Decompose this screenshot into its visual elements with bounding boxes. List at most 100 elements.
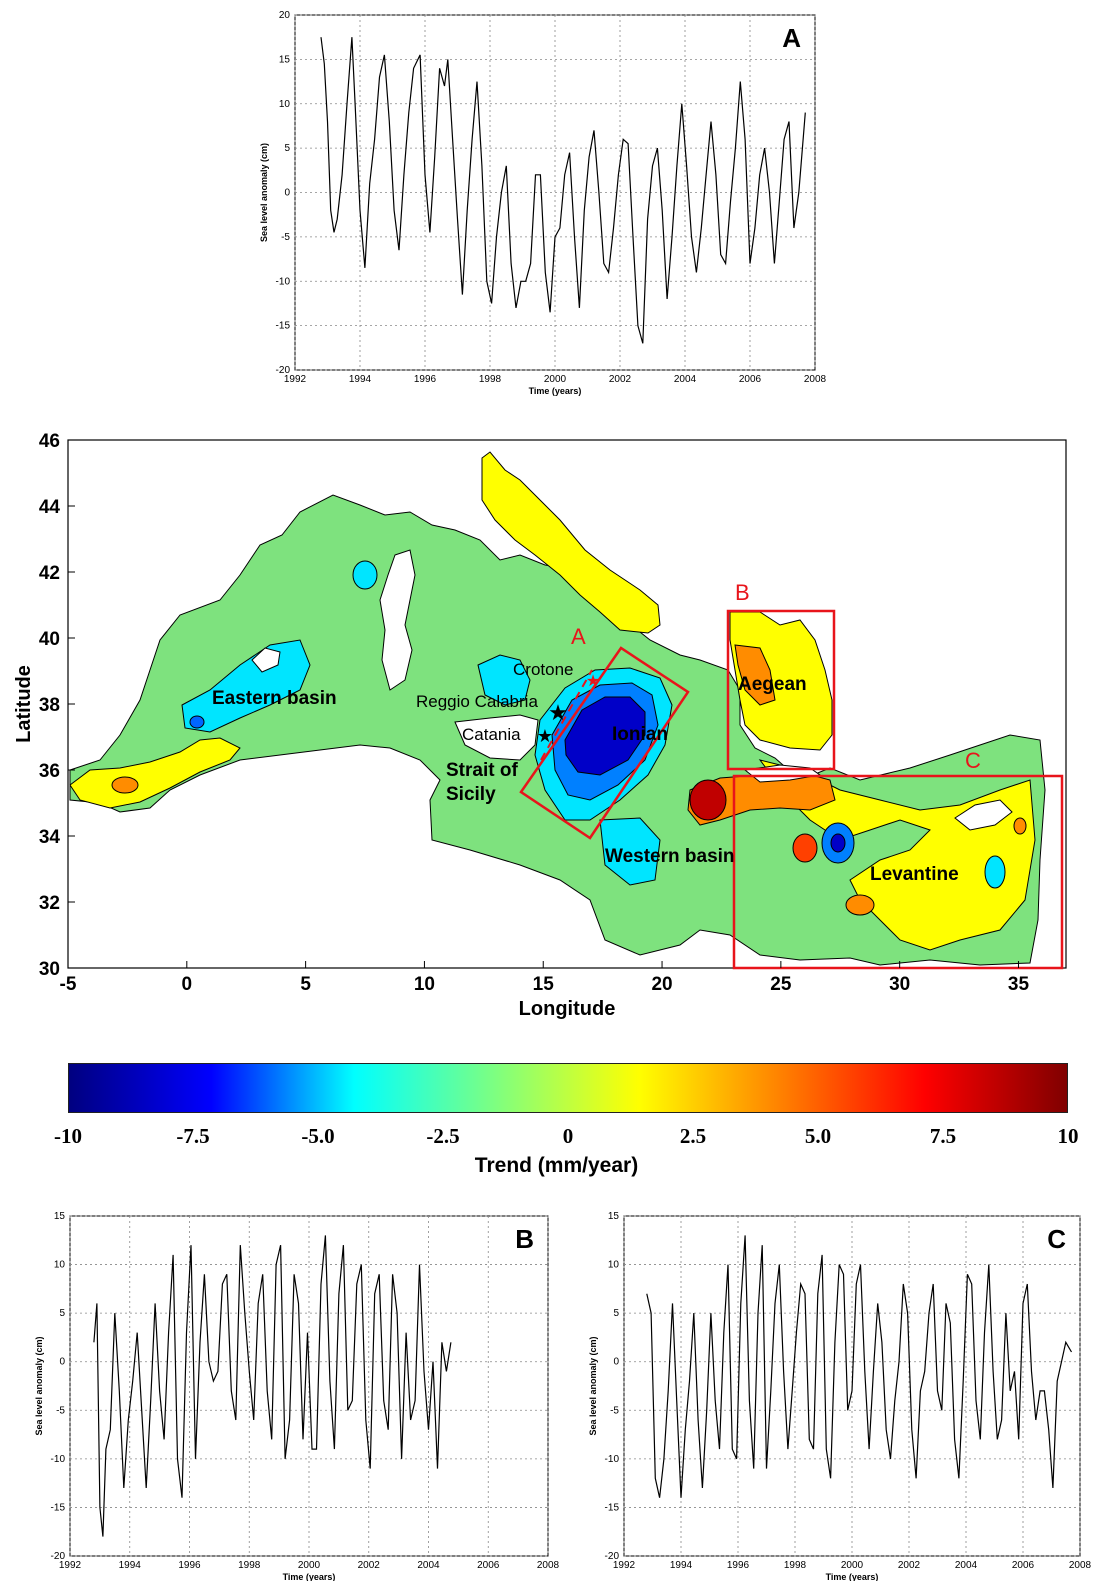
map-x-tick-label: 30 — [889, 974, 910, 995]
x-tick-label: 1992 — [613, 1560, 636, 1571]
x-tick-label: 2000 — [544, 374, 567, 385]
x-tick-label: 2000 — [298, 1560, 321, 1571]
map-x-tick-label: 10 — [414, 974, 435, 995]
y-tick-label: -20 — [51, 1551, 66, 1562]
x-axis-label: Time (years) — [529, 386, 582, 396]
star-catania: ★ — [537, 726, 553, 746]
y-tick-label: 0 — [59, 1357, 65, 1368]
box-label-a: A — [571, 624, 586, 649]
x-tick-label: 1998 — [784, 1560, 807, 1571]
y-tick-label: -15 — [605, 1502, 620, 1513]
x-tick-label: 1994 — [349, 374, 372, 385]
x-tick-label: 2008 — [537, 1560, 560, 1571]
x-axis-label: Time (years) — [826, 1572, 879, 1581]
cyan-spot-north — [352, 560, 378, 590]
map-x-tick-label: -5 — [60, 974, 77, 995]
red-spot-crete — [689, 779, 727, 821]
x-tick-label: 2002 — [609, 374, 632, 385]
y-tick-label: -15 — [276, 321, 291, 332]
label-strait-of-sicily: Strait of Sicily — [446, 760, 518, 805]
series-line — [646, 1235, 1073, 1498]
label-ionian: Ionian — [612, 724, 668, 745]
map-x-tick-label: 25 — [770, 974, 792, 995]
label-levantine: Levantine — [870, 864, 959, 885]
map-y-tick-label: 32 — [39, 893, 60, 914]
sicily — [454, 714, 539, 761]
map-y-tick-label: 38 — [39, 695, 60, 716]
y-tick-label: 5 — [59, 1308, 65, 1319]
cyan-patch-libya — [599, 817, 661, 886]
label-catania: Catania — [462, 725, 521, 744]
x-tick-label: 2006 — [1012, 1560, 1035, 1571]
deep-blue-spot-levant — [830, 833, 846, 853]
y-axis-label: Sea level anomaly (cm) — [588, 1336, 598, 1435]
map-y-tick-label: 34 — [39, 827, 61, 848]
sardinia-corsica — [379, 549, 416, 691]
box-label-c: C — [965, 748, 981, 773]
alboran-orange — [111, 776, 139, 794]
y-tick-label: 15 — [54, 1211, 66, 1222]
colorbar-tick-label: 7.5 — [929, 1124, 957, 1148]
y-tick-label: -5 — [281, 232, 290, 243]
star-reggio: ★ — [548, 700, 568, 725]
y-tick-label: 10 — [608, 1260, 620, 1271]
label-eastern-basin: Eastern basin — [212, 688, 337, 709]
y-tick-label: -15 — [51, 1502, 66, 1513]
mallorca — [251, 647, 281, 673]
x-tick-label: 2004 — [955, 1560, 978, 1571]
y-tick-label: -10 — [605, 1454, 620, 1465]
panel-a-chart: 1992 1994 1996 1998 2000 2002 2004 2006 2008 -20 -… — [259, 10, 827, 396]
panel-c-chart: 1992 1994 1996 1998 2000 2002 2004 2006 2008 -20 -… — [588, 1211, 1092, 1581]
x-tick-label: 2002 — [898, 1560, 921, 1571]
x-tick-label: 2008 — [1069, 1560, 1092, 1571]
colorbar — [68, 1063, 1068, 1113]
x-tick-label: 1998 — [479, 374, 502, 385]
y-tick-label: -5 — [610, 1405, 619, 1416]
x-tick-label: 1994 — [119, 1560, 142, 1571]
box-a-dashed-segment — [540, 669, 593, 761]
x-tick-label: 1996 — [727, 1560, 750, 1571]
x-tick-label: 2000 — [841, 1560, 864, 1571]
map-x-tick-label: 15 — [533, 974, 555, 995]
x-tick-label: 2006 — [477, 1560, 500, 1571]
y-tick-label: -10 — [276, 276, 291, 287]
y-axis-label: Sea level anomaly (cm) — [259, 143, 269, 242]
map-x-tick-label: 0 — [182, 974, 193, 995]
map-y-tick-label: 36 — [39, 761, 60, 782]
box-c-levantine — [732, 774, 1064, 970]
panel-label: C — [1047, 1224, 1066, 1254]
box-a-ionian — [519, 646, 690, 840]
label-strait-of-sicily-line2: Sicily — [446, 784, 496, 805]
x-axis-label: Time (years) — [283, 1572, 336, 1581]
colorbar-tick-label: 0 — [562, 1124, 574, 1148]
map-x-tick-label: 5 — [300, 974, 311, 995]
y-tick-label: 10 — [279, 99, 291, 110]
y-tick-label: 5 — [613, 1308, 619, 1319]
label-reggio-calabria: Reggio Calabria — [416, 692, 538, 711]
map-y-tick-label: 44 — [39, 497, 61, 518]
map-x-tick-label: 20 — [651, 974, 672, 995]
y-tick-label: -20 — [276, 365, 291, 376]
x-tick-label: 1992 — [284, 374, 307, 385]
label-western-basin: Western basin — [605, 846, 735, 867]
map-y-tick-label: 46 — [39, 431, 60, 452]
panel-b-chart: 1992 1994 1996 1998 2000 2002 2004 2006 2008 -20 -… — [34, 1211, 560, 1581]
x-tick-label: 2006 — [739, 374, 762, 385]
x-tick-label: 2004 — [674, 374, 697, 385]
series-line — [93, 1235, 452, 1537]
star-crotone: ★ — [586, 673, 600, 690]
adriatic-sea — [481, 451, 661, 634]
x-tick-label: 1998 — [238, 1560, 261, 1571]
colorbar-tick-label: 5.0 — [804, 1124, 832, 1148]
y-tick-label: 20 — [279, 10, 291, 21]
label-aegean: Aegean — [738, 674, 807, 695]
orange-spot-south — [792, 833, 818, 863]
cyprus — [954, 799, 1013, 831]
panel-label: A — [782, 23, 801, 53]
y-axis-label: Sea level anomaly (cm) — [34, 1336, 44, 1435]
box-label-b: B — [735, 580, 750, 605]
ionian-deep-blue — [564, 696, 646, 776]
map-y-tick-label: 40 — [39, 629, 60, 650]
y-tick-label: 0 — [284, 188, 290, 199]
levantine-yellow — [758, 759, 1036, 951]
